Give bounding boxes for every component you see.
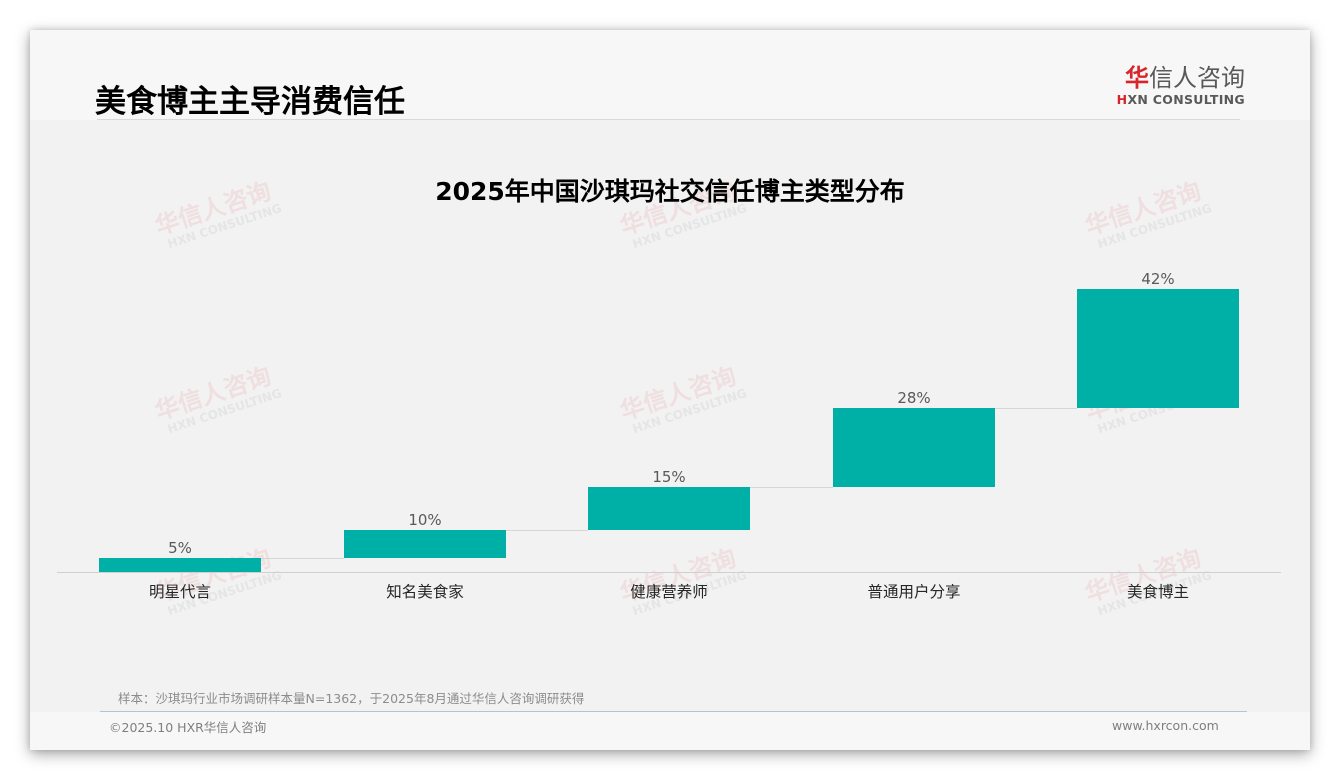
waterfall-chart: 5% 明星代言 10% 知名美食家 15% 健康营养师 28% 普通用户分享 42% 美食博主 xyxy=(30,30,1310,750)
bar-value-label: 10% xyxy=(408,510,442,529)
waterfall-connector xyxy=(750,487,833,488)
bar-value-label: 15% xyxy=(652,468,686,487)
logo-cn: 华信人咨询 xyxy=(1110,64,1245,92)
bar-value-label: 42% xyxy=(1141,270,1175,288)
bar-3 xyxy=(588,487,750,530)
bar-value-label: 28% xyxy=(897,388,931,407)
slide: 华信人咨询 HXN CONSULTING 华信人咨询 HXN CONSULTING 华信… xyxy=(30,30,1310,750)
waterfall-connector xyxy=(995,408,1077,409)
logo-en: HXN CONSULTING xyxy=(1110,92,1245,108)
category-label: 普通用户分享 xyxy=(867,583,961,601)
bar-1 xyxy=(99,557,261,572)
x-axis-baseline xyxy=(57,572,1281,573)
brand-logo: 华信人咨询 HXN CONSULTING xyxy=(1110,64,1245,108)
bar-4 xyxy=(833,407,995,488)
footer-divider xyxy=(100,711,1247,712)
header-band xyxy=(30,30,1310,120)
logo-en-text: XN CONSULTING xyxy=(1127,92,1245,107)
logo-cn-mark: 华 xyxy=(1125,64,1149,92)
website-link[interactable]: www.hxrcon.com xyxy=(1112,718,1219,733)
category-label: 知名美食家 xyxy=(386,583,464,601)
page-title: 美食博主主导消费信任 xyxy=(95,84,405,120)
source-note: 样本：沙琪玛行业市场调研样本量N=1362，于2025年8月通过华信人咨询调研获… xyxy=(118,691,585,706)
category-label: 明星代言 xyxy=(148,583,211,601)
title-divider xyxy=(97,119,1240,120)
chart-title: 2025年中国沙琪玛社交信任博主类型分布 xyxy=(435,177,905,206)
copyright: ©2025.10 HXR华信人咨询 xyxy=(109,720,267,735)
waterfall-connector xyxy=(261,558,344,559)
category-label: 美食博主 xyxy=(1126,583,1189,601)
category-label: 健康营养师 xyxy=(630,583,708,601)
waterfall-connector xyxy=(506,530,588,531)
bar-value-label: 5% xyxy=(168,538,192,557)
bar-5 xyxy=(1077,289,1239,408)
bar-2 xyxy=(344,529,506,558)
logo-en-mark: H xyxy=(1116,92,1128,107)
logo-cn-text: 信人咨询 xyxy=(1149,64,1245,92)
footer-band xyxy=(30,712,1310,750)
